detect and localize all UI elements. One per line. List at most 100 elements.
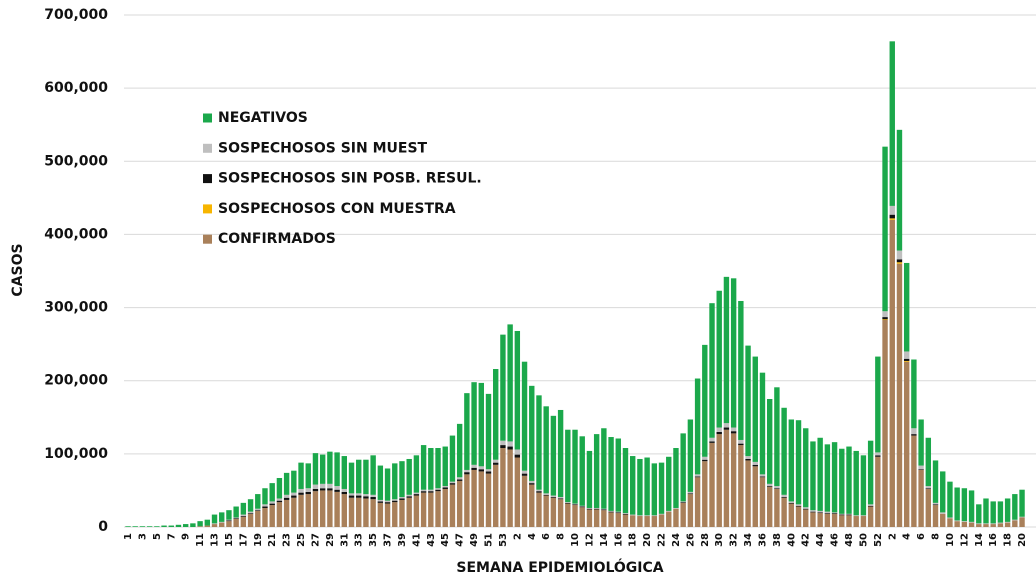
bar-segment [1019, 516, 1025, 518]
bar-segment [485, 471, 492, 474]
bar-segment [903, 358, 910, 361]
bar-segment [918, 469, 924, 470]
bar-segment [990, 501, 996, 524]
bar-segment [630, 456, 636, 515]
bar-segment [579, 507, 585, 527]
x-tick-label: 26 [685, 533, 696, 547]
bar-segment [449, 484, 456, 527]
bar-segment [766, 483, 773, 487]
legend-label: SOSPECHOSOS SIN MUEST [218, 140, 428, 156]
bar-segment [565, 502, 571, 504]
bar-segment [291, 492, 297, 496]
bar-segment [579, 506, 585, 508]
bar-segment [449, 483, 456, 485]
bar-segment [428, 448, 434, 490]
bar-segment [305, 463, 311, 489]
bar-segment [485, 393, 492, 470]
bar-segment [637, 458, 643, 516]
bar-segment [493, 459, 499, 463]
x-tick-label: 37 [383, 533, 394, 547]
bar-segment [932, 505, 939, 527]
bar-segment [795, 506, 802, 527]
y-tick-label: 400,000 [44, 226, 108, 242]
bar-segment [875, 356, 881, 453]
bar-segment [276, 500, 283, 503]
bar-segment [983, 498, 989, 524]
bar-segment [716, 431, 722, 435]
bar-segment [312, 491, 319, 527]
x-tick-label: 51 [484, 533, 495, 547]
bar-segment [420, 491, 427, 493]
x-tick-label: 36 [757, 533, 768, 547]
bar-segment [348, 497, 355, 527]
bar-segment [478, 469, 484, 472]
x-tick-label: 14 [974, 533, 985, 547]
bar-segment [514, 457, 521, 527]
bar-segment [831, 513, 838, 514]
bar-segment [716, 427, 722, 432]
bar-segment [211, 524, 218, 527]
bar-segment [666, 511, 672, 527]
bar-segment [738, 445, 744, 527]
x-tick-label: 46 [830, 533, 841, 547]
bar-segment [154, 526, 160, 527]
bar-segment [406, 497, 412, 527]
bar-segment [139, 526, 146, 527]
bar-segment [529, 484, 535, 527]
bar-segment [846, 515, 852, 527]
bar-segment [795, 505, 802, 507]
bar-segment [896, 263, 903, 527]
bar-segment [536, 492, 542, 527]
bar-segment [262, 504, 268, 507]
bar-segment [622, 514, 629, 527]
bar-segment [846, 446, 852, 514]
bar-segment [896, 250, 903, 260]
bar-segment [557, 498, 564, 500]
bar-segment [723, 427, 730, 430]
bar-segment [990, 524, 996, 527]
legend-swatch [203, 143, 212, 153]
bar-segment [255, 508, 261, 511]
bar-segment [471, 469, 477, 527]
bar-segment [327, 451, 333, 484]
bar-segment [485, 473, 492, 527]
bar-segment [709, 441, 715, 443]
bar-segment [211, 514, 218, 524]
x-tick-label: 18 [628, 533, 639, 547]
bar-segment [283, 472, 290, 495]
bar-segment [493, 464, 499, 527]
bar-segment [341, 491, 347, 495]
bar-segment [622, 513, 629, 515]
bar-segment [788, 419, 795, 502]
bar-segment [875, 456, 881, 527]
bar-segment [875, 452, 881, 456]
bar-segment [903, 361, 910, 527]
bar-segment [774, 486, 780, 489]
bar-segment [839, 513, 845, 515]
bar-segment [507, 446, 513, 450]
x-tick-label: 22 [657, 533, 668, 547]
bar-segment [442, 446, 448, 487]
x-tick-label: 10 [945, 533, 956, 547]
bar-segment [370, 494, 376, 498]
bar-segment [867, 440, 874, 505]
bar-segment [507, 449, 513, 527]
bar-segment [269, 503, 275, 506]
bar-segment [399, 498, 405, 500]
bar-segment [478, 466, 484, 470]
bar-segment [730, 427, 737, 432]
bar-segment [723, 429, 730, 527]
bar-segment [240, 502, 247, 515]
bar-segment [687, 491, 694, 494]
bar-segment [601, 510, 607, 527]
bar-segment [867, 505, 874, 507]
x-tick-label: 17 [238, 533, 249, 547]
bar-segment [702, 461, 708, 527]
x-tick-label: 19 [253, 533, 264, 547]
bar-segment [132, 526, 138, 527]
legend-swatch [203, 113, 212, 123]
bar-segment [824, 511, 831, 514]
bar-segment [839, 448, 845, 514]
bar-segment [687, 419, 694, 492]
